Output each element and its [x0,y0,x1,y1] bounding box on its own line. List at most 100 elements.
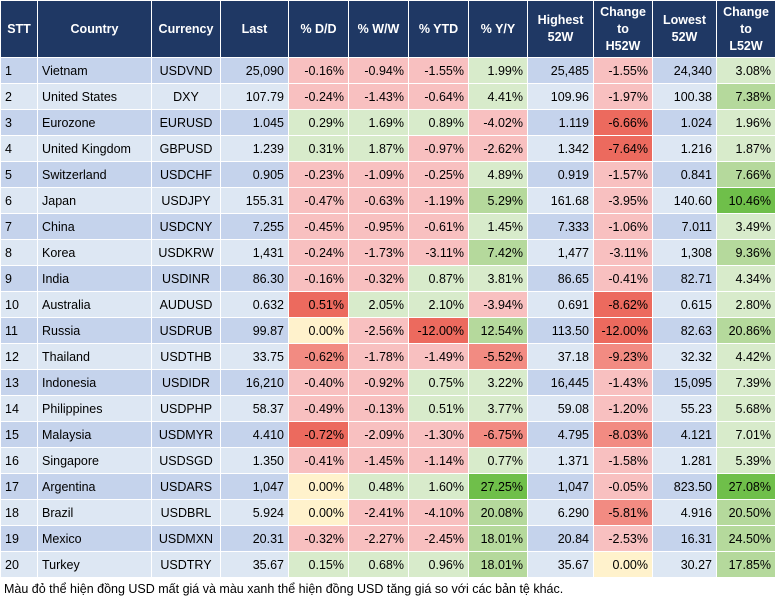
table-cell: -3.95% [593,187,653,214]
table-cell: 27.25% [468,473,528,500]
table-row: 16 Singapore USDSGD 1.350 -0.41% -1.45% -1.14%… [0,447,776,474]
table-cell: 1,431 [220,239,289,266]
table-cell: -0.97% [408,135,469,162]
table-cell: USDRUB [151,317,221,344]
table-cell: -1.45% [348,447,409,474]
table-cell: 161.68 [527,187,594,214]
table-cell: 35.67 [220,551,289,578]
table-cell: United Kingdom [37,135,152,162]
table-row: 15 Malaysia USDMYR 4.410 -0.72% -2.09% -1.30% -… [0,421,776,448]
table-cell: -2.27% [348,525,409,552]
table-row: 20 Turkey USDTRY 35.67 0.15% 0.68% 0.96% 18.01%… [0,551,776,578]
footnote: Màu đỏ thể hiện đồng USD mất giá và màu … [4,582,564,596]
table-cell: USDKRW [151,239,221,266]
table-cell: -0.62% [288,343,349,370]
table-cell: Indonesia [37,369,152,396]
table-cell: -1.78% [348,343,409,370]
table-cell: -0.61% [408,213,469,240]
table-cell: -0.95% [348,213,409,240]
table-cell: USDMYR [151,421,221,448]
table-cell: 3.08% [716,57,776,84]
table-cell: Brazil [37,499,152,526]
table-cell: -4.02% [468,109,528,136]
table-cell: 20.86% [716,317,776,344]
table-cell: -2.62% [468,135,528,162]
table-cell: -8.03% [593,421,653,448]
column-header: % W/W [348,0,409,58]
table-cell: 0.00% [288,499,349,526]
table-row: 14 Philippines USDPHP 58.37 -0.49% -0.13% 0.51… [0,395,776,422]
table-row: 17 Argentina USDARS 1,047 0.00% 0.48% 1.60% 27.… [0,473,776,500]
table-cell: 16.31 [652,525,717,552]
table-cell: USDTHB [151,343,221,370]
table-row: 11 Russia USDRUB 99.87 0.00% -2.56% -12.00% 12.… [0,317,776,344]
table-cell: 20 [0,551,38,578]
table-cell: 25,485 [527,57,594,84]
table-cell: 82.71 [652,265,717,292]
table-cell: 20.31 [220,525,289,552]
table-cell: USDBRL [151,499,221,526]
column-header: Change to H52W [593,0,653,58]
table-cell: -0.63% [348,187,409,214]
table-cell: -0.92% [348,369,409,396]
table-cell: 20.50% [716,499,776,526]
table-cell: 155.31 [220,187,289,214]
table-cell: -0.05% [593,473,653,500]
table-cell: 16,445 [527,369,594,396]
table-cell: -8.62% [593,291,653,318]
table-cell: -0.16% [288,265,349,292]
table-cell: 1.119 [527,109,594,136]
table-cell: 1.350 [220,447,289,474]
table-cell: 8 [0,239,38,266]
table-cell: 1.87% [348,135,409,162]
table-cell: -2.56% [348,317,409,344]
table-row: 5 Switzerland USDCHF 0.905 -0.23% -1.09% -0.25… [0,161,776,188]
table-cell: 2.10% [408,291,469,318]
table-cell: -1.55% [408,57,469,84]
table-cell: 2.05% [348,291,409,318]
table-cell: 0.77% [468,447,528,474]
table-cell: 1,477 [527,239,594,266]
table-cell: -0.47% [288,187,349,214]
table-cell: 55.23 [652,395,717,422]
table-cell: 5.68% [716,395,776,422]
table-cell: 4.916 [652,499,717,526]
table-cell: 1,308 [652,239,717,266]
table-cell: 1.342 [527,135,594,162]
table-cell: 1.239 [220,135,289,162]
table-row: 8 Korea USDKRW 1,431 -0.24% -1.73% -3.11% 7.42%… [0,239,776,266]
table-cell: Mexico [37,525,152,552]
table-cell: 5.924 [220,499,289,526]
table-cell: -1.19% [408,187,469,214]
table-cell: USDJPY [151,187,221,214]
table-cell: 3.49% [716,213,776,240]
table-cell: 19 [0,525,38,552]
table-cell: 823.50 [652,473,717,500]
table-cell: USDARS [151,473,221,500]
table-cell: Philippines [37,395,152,422]
table-cell: -1.97% [593,83,653,110]
table-row: 13 Indonesia USDIDR 16,210 -0.40% -0.92% 0.75%… [0,369,776,396]
table-cell: -1.49% [408,343,469,370]
table-cell: 0.15% [288,551,349,578]
table-cell: 0.632 [220,291,289,318]
table-row: 3 Eurozone EURUSD 1.045 0.29% 1.69% 0.89% -4.02… [0,109,776,136]
table-cell: 0.89% [408,109,469,136]
table-cell: 0.31% [288,135,349,162]
table-cell: 107.79 [220,83,289,110]
fx-table: STT Country Currency Last% D/D% W/W% YTD% Y… [0,0,776,578]
table-cell: 0.68% [348,551,409,578]
table-cell: 4 [0,135,38,162]
table-cell: -12.00% [408,317,469,344]
table-cell: 6 [0,187,38,214]
table-cell: -0.13% [348,395,409,422]
table-cell: 24,340 [652,57,717,84]
table-cell: 0.615 [652,291,717,318]
table-cell: USDCNY [151,213,221,240]
column-header: Change to L52W [716,0,776,58]
table-cell: -2.41% [348,499,409,526]
table-cell: 35.67 [527,551,594,578]
table-cell: -12.00% [593,317,653,344]
table-cell: -2.45% [408,525,469,552]
